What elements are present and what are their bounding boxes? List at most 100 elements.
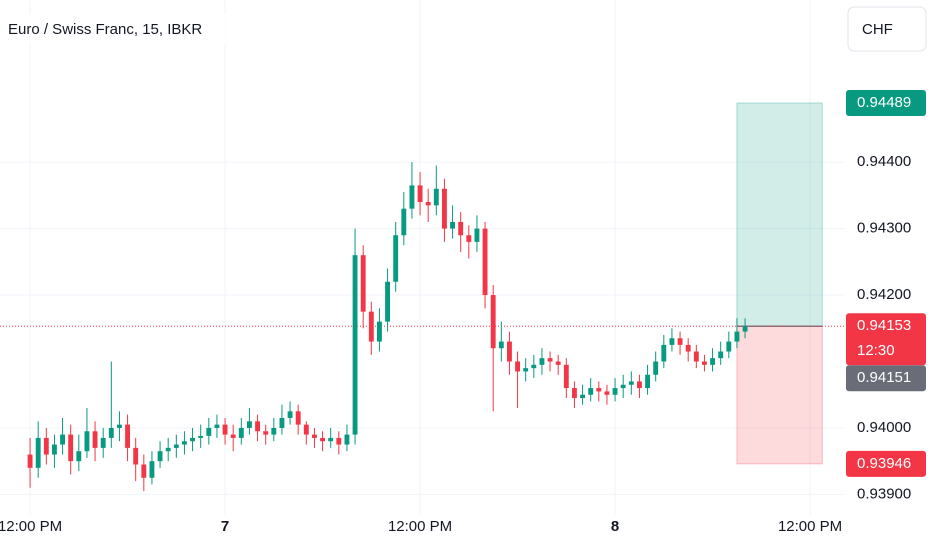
- candle-body: [52, 444, 57, 455]
- x-tick-label: 12:00 PM: [388, 518, 452, 535]
- candle-body: [637, 381, 642, 389]
- stop-loss-label-bg: [846, 450, 926, 477]
- candle-body: [60, 434, 65, 445]
- candle-body: [555, 361, 561, 365]
- stop-loss-label: 0.93946: [857, 455, 911, 472]
- currency-button[interactable]: [847, 6, 927, 52]
- take-profit-label: 0.94489: [857, 94, 911, 111]
- candle-body: [645, 374, 650, 389]
- candle-body: [360, 255, 366, 312]
- x-tick-label: 12:00 PM: [778, 518, 842, 535]
- overlay: 0.93900 0.94000 0.94200 0.94300 0.94400 12:00…: [0, 14, 926, 535]
- x-tick-label: 8: [611, 518, 619, 535]
- candle-body: [515, 361, 520, 372]
- candle-body: [76, 451, 82, 462]
- y-tick-label: 0.94200: [857, 286, 911, 303]
- candle-body: [393, 235, 399, 282]
- profit-zone: [736, 102, 823, 327]
- candle-body: [182, 441, 187, 445]
- candle-body: [279, 417, 285, 428]
- candle-body: [417, 185, 423, 203]
- candle-body: [222, 424, 228, 435]
- candle-body: [628, 381, 634, 385]
- candle-body: [133, 447, 139, 465]
- candle-body: [482, 228, 488, 296]
- y-tick-label: 0.94000: [857, 419, 911, 436]
- x-tick-label: 12:00 PM: [0, 518, 62, 535]
- candle-body: [669, 338, 675, 345]
- candle-body: [710, 358, 715, 365]
- candle-body: [563, 364, 569, 389]
- candle-body: [498, 341, 504, 349]
- candle-body: [702, 361, 707, 365]
- candle-body: [734, 331, 740, 342]
- loss-zone: [736, 325, 823, 465]
- candle-body: [117, 424, 122, 428]
- candle-body: [68, 434, 74, 462]
- candle-body: [588, 388, 594, 395]
- candle-body: [742, 326, 748, 332]
- candle-body: [385, 281, 390, 322]
- candle-body: [312, 434, 317, 438]
- candle-body: [255, 421, 260, 432]
- candle-body: [35, 437, 41, 468]
- candle-body: [474, 228, 480, 242]
- plot: [0, 0, 845, 515]
- candle-body: [352, 255, 358, 435]
- candle-body: [303, 424, 309, 435]
- candle-body: [247, 421, 252, 428]
- candle-body: [401, 208, 407, 236]
- chart-title: Euro / Swiss Franc, 15, IBKR: [8, 21, 202, 38]
- candle-body: [141, 464, 147, 478]
- candle-body: [458, 221, 464, 236]
- candle-body: [287, 411, 293, 418]
- candle-body: [344, 434, 350, 445]
- candle-body: [173, 444, 179, 448]
- candle-body: [531, 364, 537, 369]
- candle-body: [238, 427, 244, 438]
- candle-body: [572, 388, 577, 399]
- candle-body: [726, 341, 732, 352]
- candle-body: [425, 202, 431, 206]
- candle-body: [368, 311, 374, 342]
- candle-body: [661, 344, 667, 362]
- candle-body: [198, 435, 204, 438]
- candle-body: [320, 437, 325, 442]
- candle-body: [604, 391, 610, 395]
- candle-body: [149, 461, 155, 478]
- candle-body: [677, 338, 683, 345]
- candle-body: [271, 427, 277, 435]
- candle-body: [206, 427, 212, 436]
- last-price-label-bg: [846, 313, 926, 366]
- candle-body: [620, 384, 626, 389]
- candle-body: [377, 321, 382, 342]
- candle-body: [328, 437, 334, 442]
- candle-body: [490, 295, 496, 349]
- candle-body: [43, 437, 49, 455]
- candle-body: [433, 188, 439, 206]
- candle-body: [612, 388, 618, 395]
- candle-body: [100, 437, 106, 448]
- candle-body: [230, 434, 236, 438]
- candle-body: [523, 368, 529, 372]
- candle-body: [336, 437, 342, 445]
- candle-body: [507, 341, 512, 362]
- candle-body: [653, 361, 659, 375]
- y-tick-label: 0.94300: [857, 220, 911, 237]
- candle-body: [718, 351, 724, 359]
- candle-body: [580, 394, 585, 399]
- candle-body: [450, 221, 455, 229]
- candle-body: [409, 185, 415, 209]
- candle-body: [466, 235, 472, 242]
- candle-body: [190, 437, 195, 442]
- marker-price-label: 0.94151: [857, 369, 911, 386]
- candle-body: [108, 427, 114, 438]
- candle-body: [547, 358, 553, 362]
- candle-body: [84, 431, 90, 452]
- candle-body: [27, 454, 33, 468]
- candle-body: [165, 447, 171, 452]
- title-bg: [0, 14, 230, 44]
- candle-body: [442, 188, 447, 229]
- currency[interactable]: CHF: [862, 21, 893, 38]
